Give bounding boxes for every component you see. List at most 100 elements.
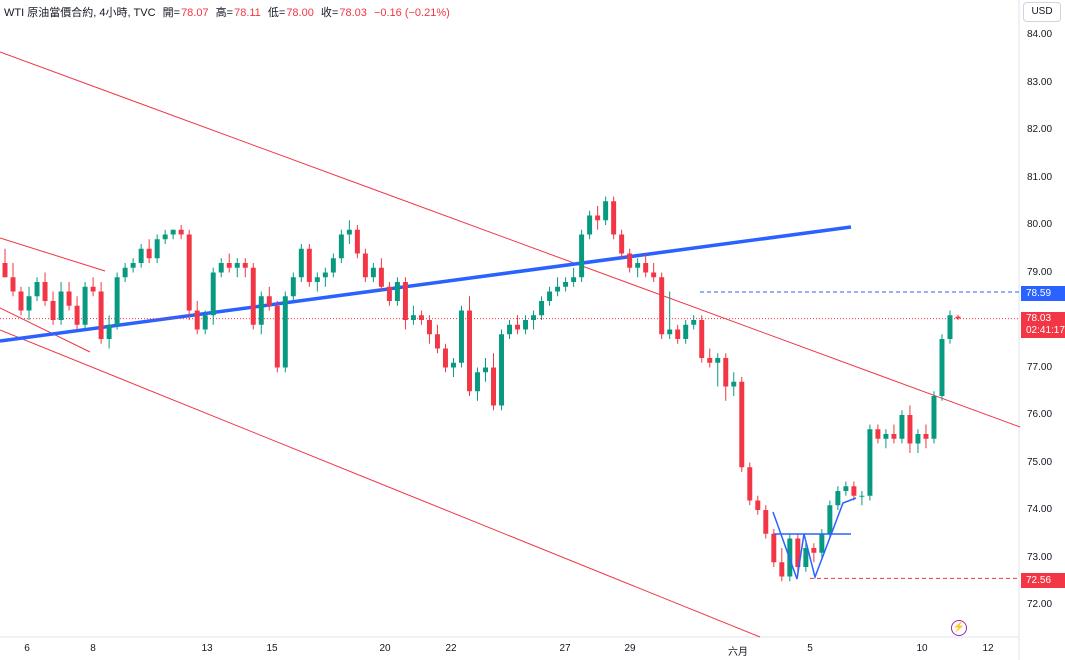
low-label: 低=: [267, 7, 286, 19]
blue-level-value: 78.59: [1026, 288, 1052, 299]
candle: [859, 491, 865, 506]
candle: [747, 462, 753, 506]
candle: [731, 372, 737, 396]
price-tag-blue-level: 78.59: [1021, 286, 1065, 301]
lightning-icon[interactable]: ⚡: [951, 620, 967, 636]
candle: [939, 334, 945, 401]
candle: [282, 291, 288, 373]
candle: [595, 206, 601, 230]
time-tick-label: 13: [201, 643, 213, 654]
candle: [50, 291, 56, 325]
candle: [539, 296, 545, 320]
bar-countdown: 02:41:17: [1026, 325, 1065, 336]
candle: [515, 315, 521, 335]
symbol-legend: WTI 原油當價合約, 4小時, TVC 開=78.07 高=78.11 低=7…: [4, 4, 450, 20]
candle: [491, 353, 496, 411]
high-value: 78.11: [234, 7, 261, 19]
price-tick-label: 76.00: [1027, 409, 1053, 420]
candle: [122, 263, 128, 282]
candle: [563, 277, 569, 292]
candle: [154, 234, 160, 263]
candle: [675, 324, 681, 344]
channel-line: [0, 51, 1021, 428]
candle: [130, 258, 136, 273]
price-tick-label: 77.00: [1027, 361, 1053, 373]
candle: [426, 315, 432, 344]
candle: [891, 424, 897, 444]
symbol-title: WTI 原油當價合約, 4小時, TVC: [4, 7, 156, 19]
price-tick-label: 75.00: [1027, 456, 1053, 468]
candle: [587, 210, 593, 240]
candle: [402, 277, 408, 330]
price-tick-label: 84.00: [1027, 29, 1053, 40]
candle: [667, 291, 673, 339]
close-value: 78.03: [339, 7, 367, 19]
candle: [899, 410, 905, 444]
candle: [683, 320, 689, 344]
low-level-value: 72.56: [1026, 575, 1052, 586]
channel-line: [0, 307, 91, 353]
candle: [651, 263, 657, 282]
candle: [603, 196, 609, 225]
candle: [931, 391, 937, 444]
candle: [843, 481, 849, 496]
candle: [507, 320, 513, 339]
currency-button[interactable]: USD: [1023, 2, 1061, 22]
rising-trendline: [0, 225, 852, 343]
candle: [811, 543, 817, 563]
candle: [250, 263, 256, 330]
candle: [915, 429, 921, 453]
open-value: 78.07: [181, 7, 209, 19]
candle: [547, 286, 553, 306]
candle: [947, 310, 953, 344]
candle: [314, 272, 320, 292]
candle: [42, 272, 48, 306]
open-label: 開=: [162, 7, 181, 19]
candle: [955, 314, 961, 320]
candle: [467, 296, 472, 396]
channel-line: [0, 237, 106, 272]
candles: [2, 196, 961, 582]
candle: [370, 263, 376, 282]
price-tick-label: 74.00: [1027, 504, 1053, 515]
high-label: 高=: [215, 7, 234, 19]
candle: [755, 495, 761, 515]
price-tick-label: 72.00: [1027, 599, 1053, 610]
candle: [635, 258, 641, 278]
candle: [763, 505, 769, 539]
time-tick-label: 20: [379, 643, 391, 654]
candle: [883, 429, 889, 449]
double-bottom-pattern: [772, 497, 857, 580]
candle: [10, 263, 16, 297]
candle: [306, 244, 312, 287]
candle: [803, 543, 809, 572]
candle: [771, 529, 777, 567]
candle: [723, 353, 729, 401]
time-tick-label: 29: [624, 643, 636, 654]
time-tick-label: 22: [445, 643, 457, 654]
candle: [643, 253, 649, 278]
candle: [450, 358, 456, 377]
candle: [330, 253, 336, 278]
candle: [523, 315, 529, 335]
candle: [779, 548, 785, 582]
candle: [827, 500, 833, 539]
candle: [66, 282, 72, 311]
candle: [234, 258, 240, 278]
channel-line: [0, 329, 761, 638]
candle: [138, 244, 144, 268]
candle: [619, 229, 625, 259]
time-tick-label: 10: [916, 643, 928, 654]
candle: [298, 244, 304, 282]
candle: [555, 277, 561, 297]
candle: [322, 267, 328, 287]
candle: [386, 282, 392, 306]
low-value: 78.00: [286, 7, 314, 19]
candle: [659, 272, 665, 339]
candle: [691, 315, 697, 330]
candle: [362, 248, 368, 282]
candle: [146, 239, 152, 263]
candle: [90, 277, 96, 297]
time-tick-label: 8: [90, 643, 96, 654]
